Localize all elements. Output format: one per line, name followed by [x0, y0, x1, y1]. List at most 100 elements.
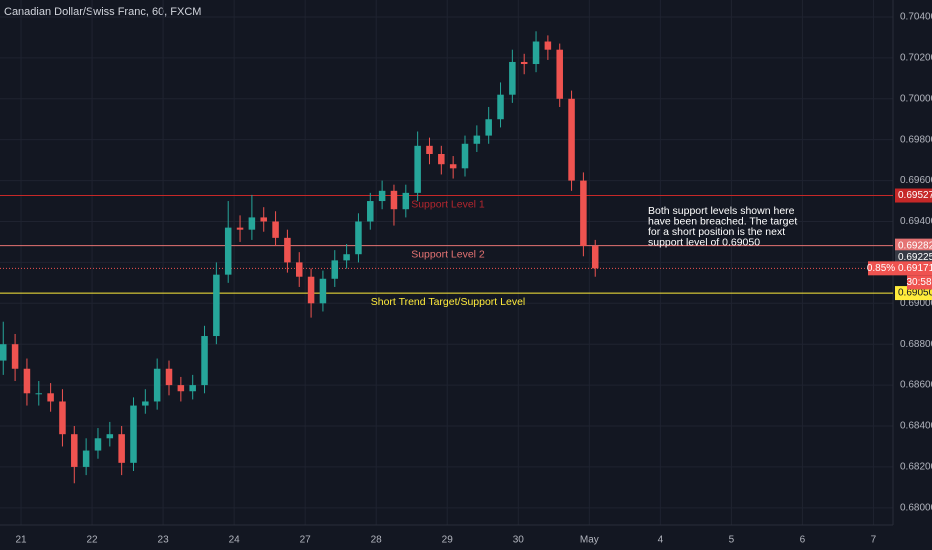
countdown: 30:58 — [906, 277, 931, 288]
candle-body — [319, 278, 327, 304]
x-tick-label: 27 — [300, 535, 312, 546]
candle-body — [118, 434, 125, 463]
annotation-text: support level of 0.69050 — [648, 236, 760, 248]
marker-tag-bg — [895, 250, 932, 265]
candle-body — [473, 135, 481, 144]
x-tick-label: 22 — [86, 535, 98, 546]
level-text: Short Trend Target/Support Level — [371, 296, 526, 308]
x-tick-label: 29 — [442, 535, 454, 546]
candle-body — [71, 434, 78, 467]
level-tag-bg — [895, 188, 932, 203]
candle-body — [367, 201, 374, 222]
level-tag: 0.69282 — [898, 240, 932, 251]
last-price-tag: 0.69171 — [898, 263, 932, 274]
level-text: Support Level 1 — [411, 198, 485, 210]
level-tag-bg — [895, 286, 932, 301]
candle-body — [520, 61, 528, 65]
candle-body — [165, 368, 173, 386]
change-label: 0.85% — [867, 263, 895, 274]
candle-body — [201, 336, 208, 386]
x-tick-label: 30 — [513, 535, 525, 546]
candle-body — [497, 94, 504, 120]
candle-body — [130, 405, 137, 463]
x-tick-label: May — [580, 535, 599, 546]
change-bg — [868, 261, 895, 276]
candle-body — [11, 344, 19, 369]
candle-body — [23, 368, 31, 394]
annotation-text: Both support levels shown here — [648, 205, 795, 217]
candle-body — [390, 190, 398, 210]
level-text: Support Level 2 — [411, 248, 485, 260]
candle-body — [438, 154, 445, 165]
candle-body — [331, 260, 339, 279]
countdown-bg — [907, 275, 932, 290]
candle-body — [94, 438, 102, 451]
x-tick-label: 4 — [658, 535, 664, 546]
marker-tag: 0.69225 — [898, 252, 932, 263]
candle-body — [0, 344, 7, 361]
candle-body — [591, 246, 599, 269]
x-tick-label: 28 — [371, 535, 383, 546]
candle-body — [260, 217, 267, 222]
candle-body — [213, 274, 220, 337]
x-tick-label: 21 — [15, 535, 27, 546]
candle-body — [224, 227, 232, 275]
candle-body — [284, 237, 291, 263]
candle-body — [106, 434, 114, 439]
candle-body — [355, 221, 362, 255]
candle-body — [509, 61, 516, 95]
x-tick-label: 24 — [229, 535, 241, 546]
candle-body — [59, 401, 66, 435]
annotation-text: have been breached. The target — [648, 215, 797, 227]
x-tick-label: 6 — [800, 535, 806, 546]
candle-body — [153, 368, 161, 402]
candle-body — [272, 221, 279, 238]
candle-body — [414, 145, 421, 193]
candle-body — [378, 190, 386, 202]
last-price-tag-bg — [895, 261, 932, 276]
candle-body — [177, 385, 185, 392]
candle-body — [449, 164, 457, 169]
candle-body — [248, 217, 256, 230]
candle-body — [461, 143, 469, 169]
candle-body — [568, 98, 575, 181]
x-tick-label: 23 — [158, 535, 170, 546]
x-tick-label: 7 — [871, 535, 877, 546]
y-tick-label: 0.68000 — [900, 502, 932, 513]
chart-title: Canadian Dollar/Swiss Franc, 60, FXCM — [4, 6, 201, 18]
annotation-text: for a short position is the next — [648, 226, 785, 238]
candle-body — [189, 385, 196, 392]
candle-body — [485, 119, 492, 136]
candle-body — [142, 401, 149, 406]
level-tag: 0.69050 — [898, 288, 932, 299]
candle-body — [35, 393, 43, 395]
level-tag: 0.69527 — [898, 190, 932, 201]
candle-body — [295, 262, 303, 277]
candle-body — [343, 254, 350, 261]
level-tag-bg — [895, 238, 932, 253]
candle-body — [544, 41, 552, 50]
x-tick-label: 5 — [729, 535, 735, 546]
candle-body — [402, 192, 410, 210]
candle-body — [556, 49, 563, 99]
candle-body — [47, 393, 54, 402]
candle-body — [236, 227, 244, 230]
candle-body — [307, 276, 315, 304]
candle-body — [82, 450, 90, 467]
candle-body — [426, 145, 433, 155]
candle-body — [580, 180, 587, 247]
